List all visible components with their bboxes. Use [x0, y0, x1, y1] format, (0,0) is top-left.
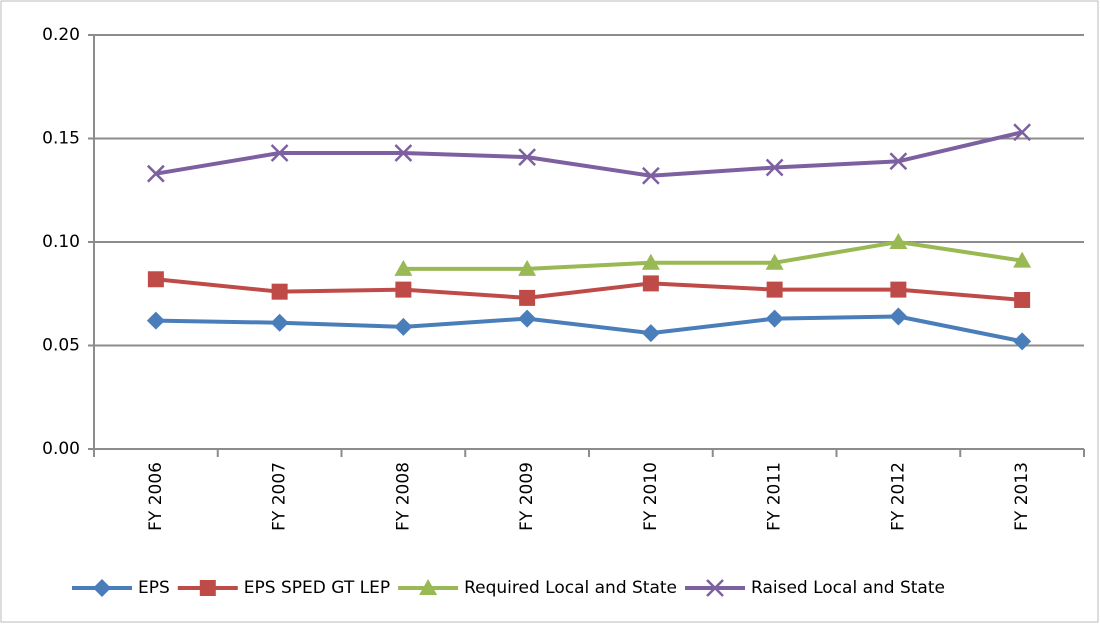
- marker: [518, 259, 537, 276]
- marker: [889, 233, 908, 249]
- marker: [518, 309, 537, 328]
- y-tick-label: 0.20: [42, 25, 80, 45]
- marker: [766, 281, 783, 298]
- marker: [419, 579, 438, 595]
- marker: [394, 144, 413, 162]
- series-line: [155, 277, 1023, 302]
- marker: [394, 259, 413, 276]
- legend-label: EPS: [138, 578, 170, 598]
- marker: [93, 579, 111, 597]
- x-tick-label: FY 2012: [888, 462, 908, 531]
- x-tick-label: FY 2013: [1012, 462, 1032, 531]
- marker: [1013, 332, 1032, 351]
- marker: [146, 164, 165, 183]
- marker: [641, 166, 660, 185]
- marker: [146, 311, 165, 330]
- x-tick-label: FY 2011: [765, 462, 785, 531]
- marker: [1013, 251, 1032, 268]
- x-tick-label: FY 2007: [270, 462, 290, 531]
- marker: [765, 309, 784, 328]
- marker: [641, 324, 660, 343]
- y-tick-label: 0.00: [42, 439, 80, 459]
- marker: [270, 144, 289, 162]
- legend-label: Required Local and State: [464, 578, 677, 598]
- marker: [518, 148, 537, 167]
- marker: [641, 253, 660, 270]
- marker: [765, 158, 784, 177]
- marker: [765, 253, 784, 270]
- marker: [519, 289, 536, 306]
- marker: [271, 283, 288, 300]
- y-tick-label: 0.15: [42, 129, 80, 149]
- y-tick-label: 0.10: [42, 232, 80, 252]
- series-line: [155, 314, 1023, 344]
- x-tick-label: FY 2008: [393, 462, 413, 531]
- legend-label: Raised Local and State: [751, 578, 945, 598]
- legend-label: EPS SPED GT LEP: [244, 578, 390, 598]
- marker: [889, 307, 908, 326]
- y-tick-label: 0.05: [42, 336, 80, 356]
- marker: [642, 275, 659, 292]
- marker: [270, 313, 289, 332]
- series-line: [155, 130, 1023, 178]
- x-tick-label: FY 2009: [517, 462, 537, 531]
- marker: [889, 152, 908, 171]
- x-tick-label: FY 2010: [641, 462, 661, 531]
- marker: [1014, 291, 1031, 308]
- marker: [706, 579, 724, 597]
- marker: [890, 281, 907, 298]
- marker: [1013, 123, 1032, 142]
- series-line: [403, 240, 1023, 271]
- x-tick-label: FY 2006: [146, 462, 166, 531]
- marker: [394, 317, 413, 336]
- marker: [395, 281, 412, 298]
- marker: [147, 271, 164, 288]
- marker: [199, 580, 216, 596]
